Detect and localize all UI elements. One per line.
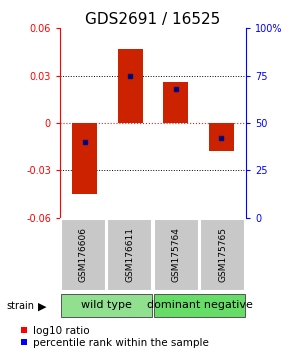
Title: GDS2691 / 16525: GDS2691 / 16525: [85, 12, 220, 27]
Legend: log10 ratio, percentile rank within the sample: log10 ratio, percentile rank within the …: [20, 326, 208, 348]
Bar: [118, 49, 143, 123]
Bar: [163, 82, 188, 123]
Text: dominant negative: dominant negative: [147, 300, 252, 310]
Text: GSM175764: GSM175764: [172, 227, 181, 282]
Bar: [61, 219, 106, 291]
Bar: [73, 123, 98, 194]
Text: strain: strain: [6, 301, 34, 311]
Text: GSM176606: GSM176606: [79, 227, 88, 282]
Text: wild type: wild type: [81, 300, 132, 310]
Bar: [61, 294, 152, 317]
Text: ▶: ▶: [38, 301, 46, 311]
Text: GSM176611: GSM176611: [125, 227, 134, 282]
Bar: [200, 219, 245, 291]
Bar: [107, 219, 152, 291]
Text: GSM175765: GSM175765: [218, 227, 227, 282]
Bar: [154, 219, 199, 291]
Bar: [154, 294, 245, 317]
Bar: [208, 123, 233, 152]
